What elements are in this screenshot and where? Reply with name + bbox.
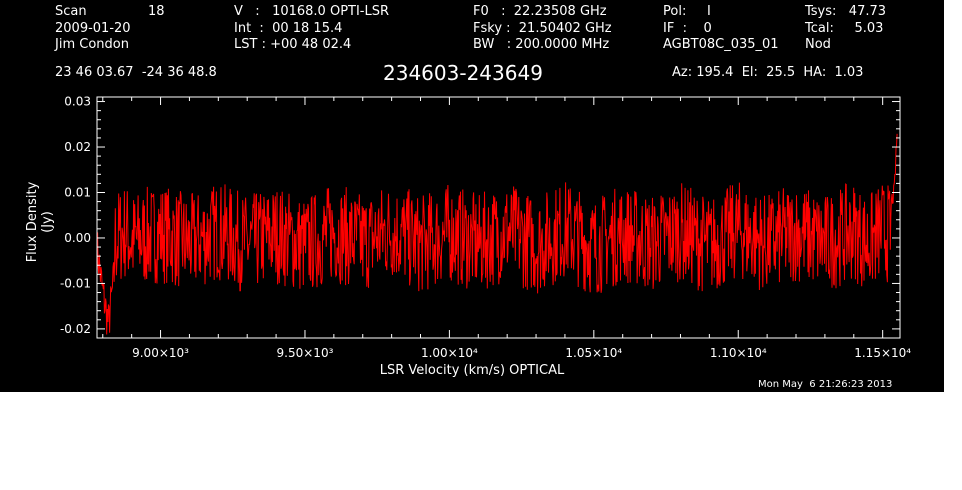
tsys-info: Tsys: 47.73 [805, 4, 887, 19]
timestamp: Mon May 6 21:26:23 2013 [758, 379, 893, 390]
y-tick-label: -0.01 [60, 276, 91, 290]
observer-name: Jim Condon [55, 37, 129, 52]
spectrum-chart: 9.00×10³ 9.50×10³ 1.00×10⁴ 1.05×10⁴ 1.10×10⁴… [60, 95, 911, 360]
f0-info: F0 : 22.23508 GHz [473, 4, 607, 19]
obs-date: 2009-01-20 [55, 21, 131, 36]
tcal-info: Tcal: 5.03 [805, 21, 884, 36]
project-id: AGBT08C_035_01 [663, 37, 779, 52]
x-axis-label: LSR Velocity (km/s) OPTICAL [379, 363, 565, 378]
plot-frame [96, 96, 901, 339]
x-tick-label: 1.00×10⁴ [421, 346, 478, 360]
fsky-info: Fsky : 21.50402 GHz [473, 21, 612, 36]
y-tick-label: 0.02 [64, 140, 91, 154]
x-tick-label: 1.15×10⁴ [854, 346, 911, 360]
source-title: 234603-243649 [383, 61, 543, 85]
y-tick-label: 0.01 [64, 185, 91, 199]
spectrum-trace [96, 133, 898, 335]
polarization-info: Pol: I [663, 4, 711, 19]
integration-time: Int : 00 18 15.4 [234, 21, 343, 36]
y-tick-label: 0.03 [64, 95, 91, 109]
y-tick-label: 0.00 [64, 231, 91, 245]
x-tick-label: 9.50×10³ [277, 346, 334, 360]
if-info: IF : 0 [663, 21, 712, 36]
x-tick-label: 1.10×10⁴ [710, 346, 767, 360]
velocity-info: V : 10168.0 OPTI-LSR [234, 4, 390, 19]
ra-dec-coords: 23 46 03.67 -24 36 48.8 [55, 65, 217, 80]
scan-value: 18 [148, 4, 165, 19]
az-el-ha: Az: 195.4 El: 25.5 HA: 1.03 [672, 65, 864, 80]
x-tick-label: 9.00×10³ [132, 346, 189, 360]
y-tick-label: -0.02 [60, 322, 91, 336]
y-axis-label: Flux Density (Jy) [25, 181, 55, 263]
lst-info: LST : +00 48 02.4 [234, 37, 352, 52]
obs-mode: Nod [805, 37, 831, 52]
scan-label: Scan [55, 4, 87, 19]
bandwidth-info: BW : 200.0000 MHz [473, 37, 610, 52]
plot-panel: Scan 18 2009-01-20 Jim Condon 23 46 03.6… [0, 0, 944, 392]
x-tick-label: 1.05×10⁴ [565, 346, 622, 360]
